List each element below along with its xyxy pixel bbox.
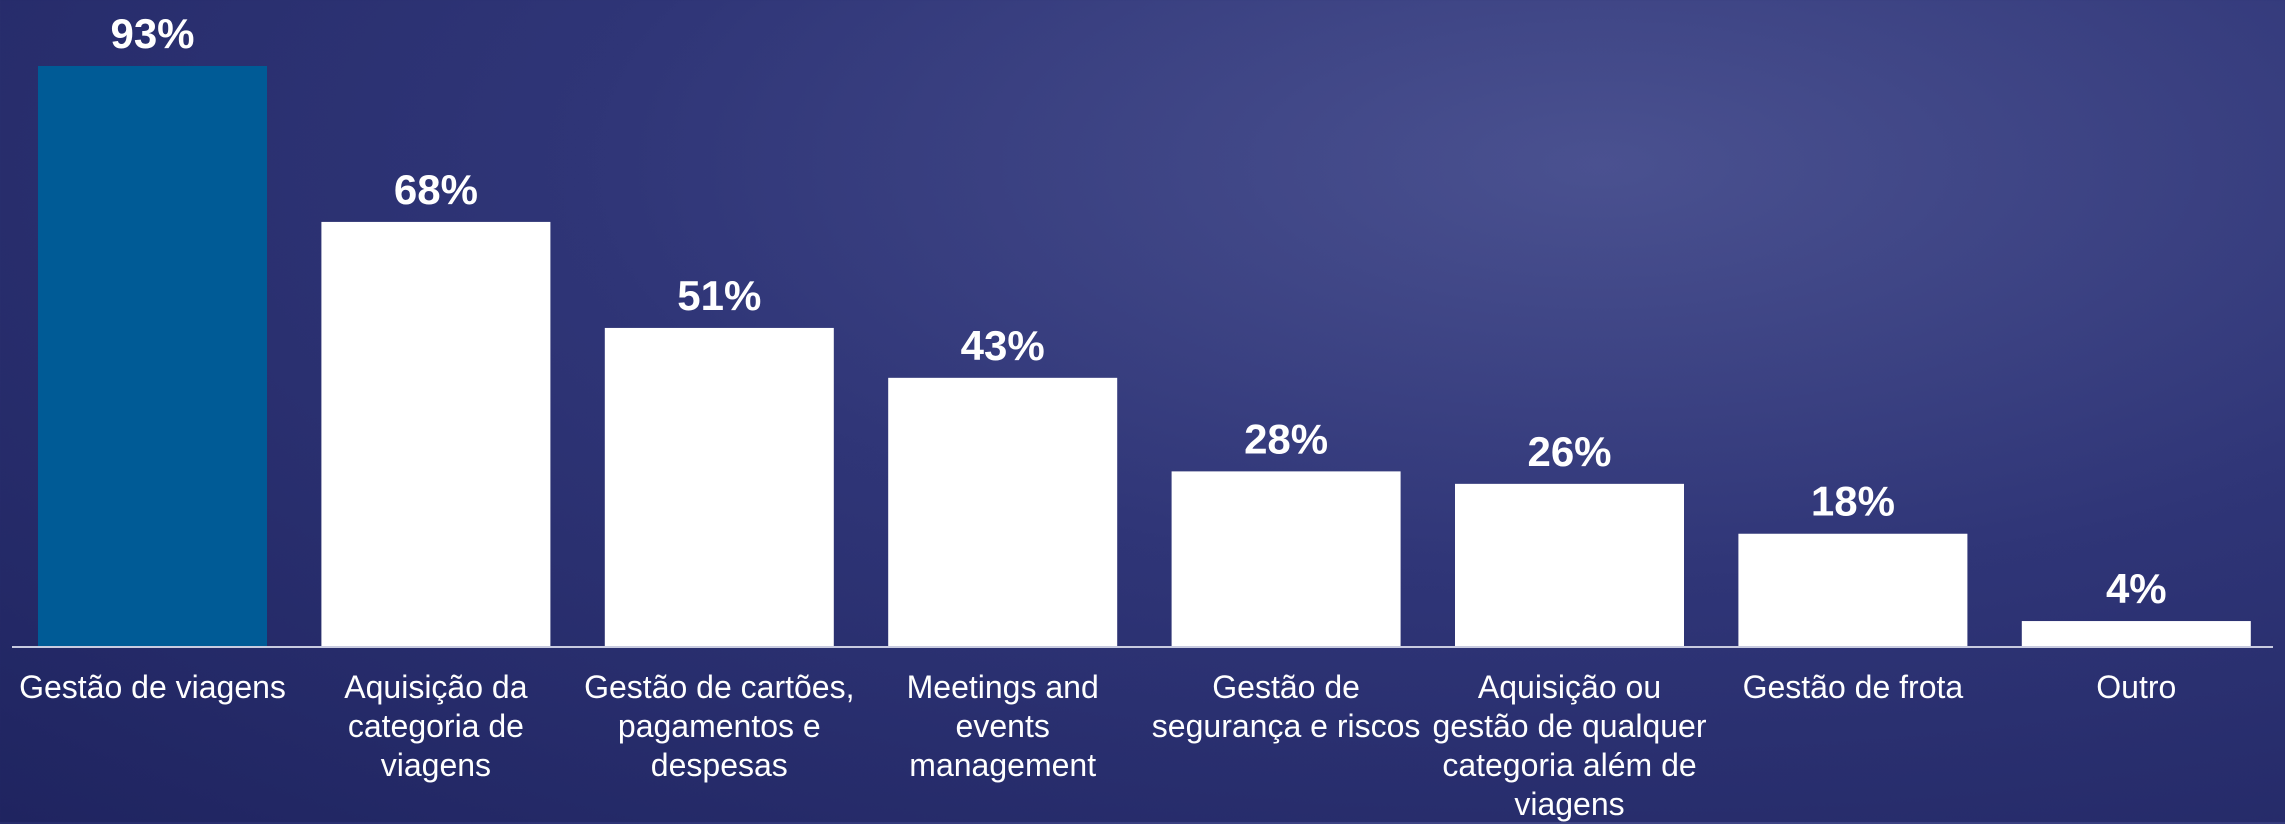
category-label: Gestão de segurança e riscos [1146, 668, 1426, 746]
value-label: 51% [677, 272, 761, 319]
category-label: Gestão de cartões, pagamentos e despesas [579, 668, 859, 785]
bar [1455, 484, 1684, 646]
category-label: Aquisição da categoria de viagens [296, 668, 576, 785]
bar [2022, 621, 2251, 646]
value-label: 28% [1244, 415, 1328, 462]
value-label: 68% [394, 166, 478, 213]
bar [321, 222, 550, 646]
bar [1738, 534, 1967, 646]
category-label: Meetings and events management [863, 668, 1143, 785]
value-label: 93% [110, 10, 194, 57]
page: 93%68%51%43%28%26%18%4% (() => { const d… [0, 0, 2285, 822]
bar [1172, 471, 1401, 646]
category-label: Gestão de viagens [13, 668, 293, 707]
value-label: 18% [1811, 478, 1895, 525]
bar [888, 378, 1117, 646]
value-label: 4% [2106, 565, 2167, 612]
category-label: Aquisição ou gestão de qualquer categori… [1430, 668, 1710, 824]
bar [38, 66, 267, 646]
category-label: Outro [1996, 668, 2276, 707]
value-label: 26% [1527, 428, 1611, 475]
category-label: Gestão de frota [1713, 668, 1993, 707]
value-label: 43% [961, 322, 1045, 369]
bar [605, 328, 834, 646]
